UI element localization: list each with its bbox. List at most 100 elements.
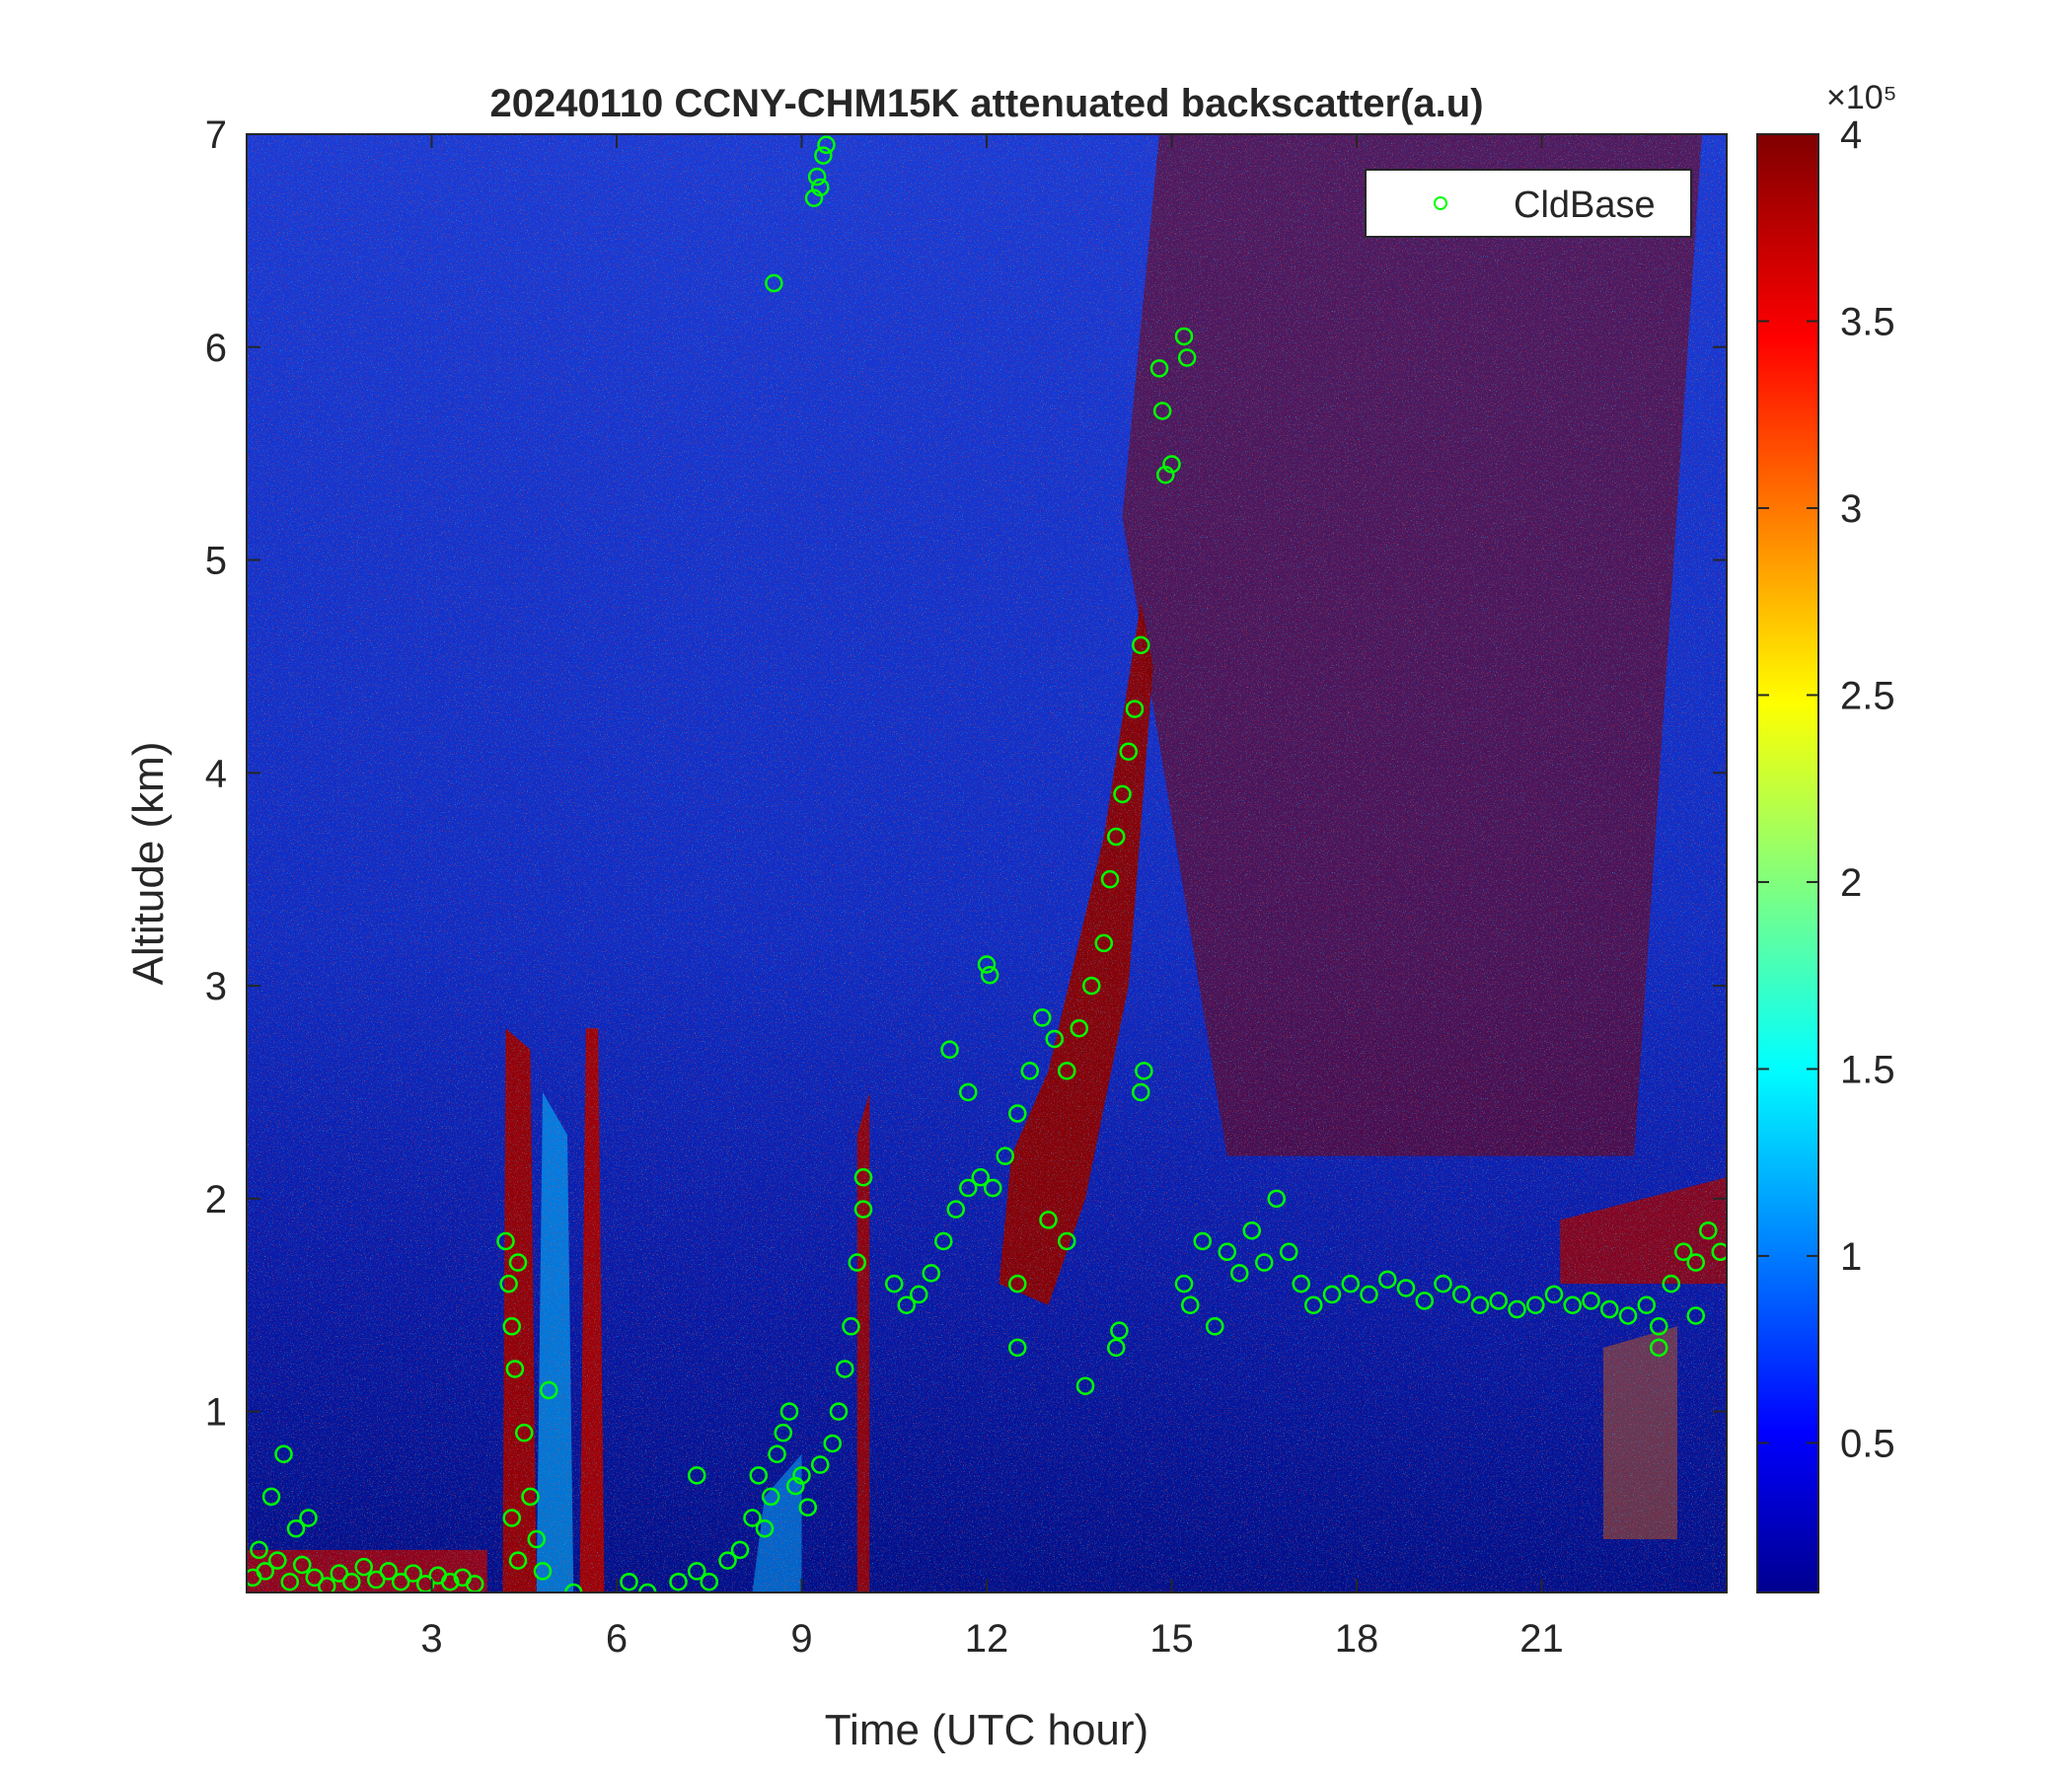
cldbase-point xyxy=(1434,1274,1452,1294)
cldbase-point xyxy=(540,1380,558,1400)
cldbase-point xyxy=(1132,635,1150,655)
cldbase-point xyxy=(1650,1317,1668,1336)
colorbar-tick-label: 3.5 xyxy=(1840,300,1895,343)
cldbase-point xyxy=(274,1444,293,1464)
cldbase-point xyxy=(1107,1338,1126,1358)
cldbase-point xyxy=(842,1317,860,1336)
colorbar-tick-label: 2.5 xyxy=(1840,674,1895,717)
cldbase-point xyxy=(1292,1274,1310,1294)
cldbase-point xyxy=(984,1178,1002,1198)
cldbase-point xyxy=(798,1498,817,1517)
cldbase-point xyxy=(268,1551,287,1570)
cldbase-point xyxy=(502,1509,521,1527)
cldbase-point xyxy=(521,1487,540,1507)
colorbar-tick-label: 1.5 xyxy=(1840,1048,1895,1091)
cldbase-point xyxy=(853,1168,873,1187)
cldbase-point xyxy=(1544,1285,1564,1304)
cldbase-point xyxy=(620,1572,638,1591)
cldbase-point xyxy=(1082,976,1101,996)
cldbase-point xyxy=(379,1562,398,1581)
cldbase-point xyxy=(1267,1189,1286,1209)
cldbase-point xyxy=(1020,1062,1039,1080)
cldbase-point xyxy=(1008,1104,1027,1123)
cldbase-point xyxy=(330,1564,348,1583)
cldbase-point xyxy=(1674,1242,1693,1262)
cldbase-point xyxy=(499,1274,518,1294)
cldbase-point xyxy=(261,1487,281,1507)
cldbase-point xyxy=(1075,1376,1095,1395)
cldbase-point xyxy=(688,1562,706,1581)
cldbase-point xyxy=(1699,1221,1718,1240)
cldbase-point xyxy=(1152,402,1172,420)
cldbase-point xyxy=(688,1466,706,1485)
cldbase-point xyxy=(508,1253,528,1272)
colorbar-tick-label: 0.5 xyxy=(1840,1422,1895,1465)
y-tick-label: 3 xyxy=(205,965,227,1008)
colorbar-tick-label: 4 xyxy=(1840,113,1862,157)
cldbase-point xyxy=(404,1564,422,1583)
cldbase-point xyxy=(774,1423,792,1443)
cldbase-point xyxy=(1255,1253,1274,1272)
cldbase-point xyxy=(1341,1274,1360,1294)
cldbase-point xyxy=(1415,1292,1434,1310)
cldbase-point xyxy=(1177,348,1197,367)
cldbase-point xyxy=(765,273,783,293)
y-tick-label: 7 xyxy=(205,113,227,157)
cldbase-point xyxy=(1174,327,1194,346)
cldbase-point xyxy=(1489,1292,1508,1310)
cldbase-point xyxy=(1378,1270,1397,1290)
cldbase-point xyxy=(885,1274,904,1294)
cldbase-point xyxy=(1107,827,1126,847)
cldbase-point xyxy=(755,1519,775,1538)
cldbase-point xyxy=(1280,1242,1298,1262)
y-axis-label: Altitude (km) xyxy=(124,742,173,986)
plot-area xyxy=(247,134,1727,1592)
y-tick-label: 5 xyxy=(205,540,227,583)
cldbase-point xyxy=(836,1360,854,1378)
x-tick-label: 12 xyxy=(965,1617,1009,1661)
cldbase-point xyxy=(505,1360,525,1378)
y-tick-label: 2 xyxy=(205,1178,227,1221)
cldbase-point xyxy=(1600,1299,1619,1319)
cldbase-point xyxy=(730,1540,750,1560)
cldbase-point xyxy=(638,1583,657,1592)
cldbase-point xyxy=(1113,784,1132,804)
cldbase-points xyxy=(247,135,1727,1592)
legend[interactable]: CldBase xyxy=(1365,169,1692,238)
colorbar-exponent-label: ×10⁵ xyxy=(1826,79,1897,116)
cldbase-point xyxy=(1070,1018,1088,1038)
cldbase-point xyxy=(1162,455,1181,474)
cldbase-point xyxy=(980,966,999,985)
y-tick-label: 6 xyxy=(205,327,227,370)
cldbase-point xyxy=(1135,1062,1153,1080)
cldbase-point xyxy=(299,1509,318,1527)
cldbase-point xyxy=(502,1317,521,1336)
cldbase-point xyxy=(977,955,997,974)
legend-label-cldbase: CldBase xyxy=(1514,185,1656,226)
x-tick-label: 6 xyxy=(606,1617,628,1661)
cldbase-point xyxy=(508,1551,528,1570)
colorbar-ticks: 0.5 1 1.5 2 2.5 3 3.5 4 xyxy=(1757,113,1895,1465)
cldbase-point xyxy=(318,1577,336,1592)
cldbase-point xyxy=(1181,1295,1200,1314)
cldbase-point xyxy=(823,1434,842,1453)
cldbase-point xyxy=(250,1540,268,1560)
cldbase-point xyxy=(971,1168,990,1187)
colorbar-tick-label: 2 xyxy=(1840,861,1862,905)
cldbase-point xyxy=(1125,700,1145,718)
cldbase-point xyxy=(367,1570,386,1590)
colorbar: 0.5 1 1.5 2 2.5 3 3.5 4 ×10⁵ xyxy=(1756,79,1897,1593)
cldbase-point xyxy=(743,1509,762,1527)
cldbase-point xyxy=(1242,1221,1261,1240)
cldbase-point xyxy=(669,1572,688,1591)
cldbase-point xyxy=(848,1253,866,1272)
cldbase-point xyxy=(814,146,833,165)
colorbar-tick-label: 1 xyxy=(1840,1235,1862,1279)
cldbase-point xyxy=(1686,1306,1705,1325)
cldbase-point xyxy=(1360,1285,1378,1304)
cldbase-point xyxy=(392,1572,410,1591)
cldbase-point xyxy=(564,1583,583,1592)
cldbase-point xyxy=(807,167,827,186)
cldbase-point xyxy=(286,1519,306,1538)
